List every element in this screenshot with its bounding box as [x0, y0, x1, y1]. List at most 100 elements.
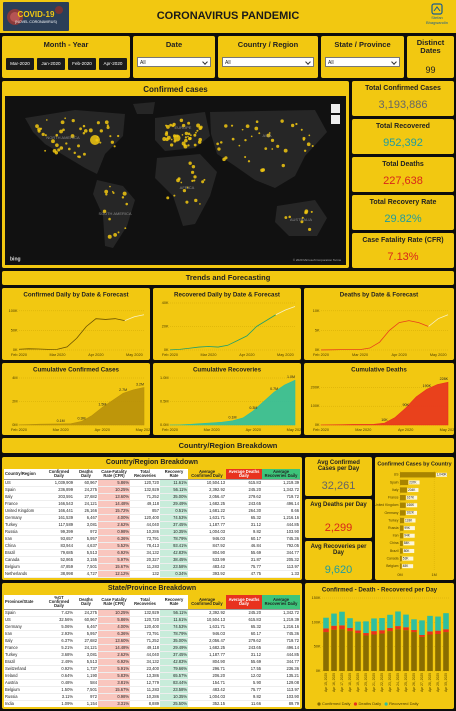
month-button[interactable]: Jan-2020 [37, 58, 65, 70]
table-cell: 99,399 [44, 528, 74, 536]
category-label: Germany [385, 511, 399, 515]
bar-segment [443, 629, 449, 633]
map-dot [198, 126, 202, 131]
table-cell: 804.90 [188, 549, 226, 557]
table-cell: 10.35% [160, 693, 188, 702]
table-cell: 1,342.72 [262, 486, 300, 494]
map-dot [191, 164, 196, 169]
bar-segment [411, 619, 417, 631]
kpi-label: Total Confirmed Cases [365, 85, 441, 92]
avg-card: Avg Recoveries per Day 9,620 [305, 541, 372, 580]
map-dot [121, 196, 125, 199]
map-dot [199, 203, 201, 205]
table-cell: 972 [74, 528, 98, 536]
category-label: United Kingdom [375, 503, 399, 507]
y-tick-label: 100K [311, 404, 320, 408]
data-table: Country/Region Confirmed Daily Deaths Dail… [4, 469, 300, 578]
y-tick-label: 1.0M [160, 376, 168, 380]
map-dot [64, 117, 67, 120]
dropdown[interactable]: All [222, 57, 314, 67]
map-dot [55, 133, 59, 137]
map-dot [201, 180, 205, 184]
table-cell: 245.20 [226, 486, 262, 494]
dropdown[interactable]: All [137, 57, 211, 67]
table-cell: France [4, 644, 44, 653]
badge-subtitle: (NOVEL CORONAVIRUS) [15, 20, 57, 24]
map-dot [197, 140, 202, 144]
zoom-in[interactable] [331, 104, 340, 113]
map-dot [184, 138, 188, 143]
zoom-out[interactable] [331, 115, 340, 124]
table-cell: 31.87 [226, 556, 262, 564]
table-cell: 34,132 [130, 549, 160, 557]
table-row: Ireland 0.64% 1,190 5.83% 13,386 65.57% 206.20… [4, 672, 300, 681]
table-row: Turkey 3.68% 3,081 2.62% 44,040 37.45% 1,187.7… [4, 651, 300, 660]
map-dot [288, 215, 291, 219]
bar-segment [363, 635, 369, 671]
table-cell: 205.32 [262, 556, 300, 564]
table-cell: 279.62 [226, 493, 262, 501]
chart: Cumulative Confirmed Cases 0M 2M 4M Feb 2020… [11, 367, 150, 432]
table-cell: 483.42 [188, 563, 226, 571]
table-cell: 24,121 [74, 644, 98, 653]
x-tick-label: Feb 2020 [313, 428, 329, 432]
table-cell: 13.60% [98, 637, 130, 646]
dropdown[interactable]: All [325, 57, 400, 67]
table-cell: 3.11% [44, 693, 74, 702]
table-cell: 1,039,909 [44, 479, 74, 487]
month-button[interactable]: Feb-2020 [68, 58, 96, 70]
map-dot [77, 155, 80, 158]
logo-bottom: Bhagwandin [425, 20, 449, 25]
table-cell: Total [4, 576, 44, 578]
map-dot [113, 145, 116, 148]
table-row: France 5.21% 24,121 14.48% 49,118 29.49% 1,682… [4, 644, 300, 653]
data-label: 204K [408, 488, 416, 492]
table-cell: 847.92 [188, 542, 226, 550]
bar-segment [363, 633, 369, 636]
dropdown-value: All [328, 60, 334, 66]
month-button[interactable]: Apr-2020 [99, 58, 127, 70]
map-dot [102, 209, 107, 214]
x-tick-label: Mar 2020 [49, 353, 65, 357]
map-dot [88, 128, 93, 133]
map-dot [187, 132, 191, 136]
table-cell: 6.36% [98, 535, 130, 543]
table-cell: 1,737 [74, 665, 98, 674]
table-row: France 166,543 24,121 14.48% 49,118 29.49% 1,6… [4, 500, 300, 508]
table-cell: 38.45% [160, 556, 188, 564]
data-label-bg [406, 495, 418, 500]
map-dot [105, 193, 108, 196]
map-dot [35, 124, 39, 129]
kpi-card: Total Recovered 952,392 [352, 119, 454, 154]
column-header: Average Recoveries Daily [262, 595, 300, 611]
table-cell: Belgium [4, 563, 44, 571]
table-cell: Brazil [4, 549, 44, 557]
map-dot [166, 135, 171, 140]
bar-segment [363, 621, 369, 634]
map-dot [308, 227, 312, 232]
table-cell: 132,929 [130, 486, 160, 494]
table-cell: 56.11% [160, 486, 188, 494]
month-button[interactable]: Mar-2020 [6, 58, 34, 70]
table-cell: 952,392 [130, 576, 160, 578]
badge-title: COVID-19 [17, 10, 55, 19]
section-band: Trends and Forecasting [2, 271, 454, 285]
map-dot [173, 194, 176, 197]
map-dot [162, 137, 167, 141]
table-cell: 1,004.03 [188, 693, 226, 702]
table-cell: 7,501 [74, 563, 98, 571]
data-label-bg [402, 556, 414, 561]
y-tick-label: 0K [13, 348, 18, 352]
table-cell: 135.21 [262, 672, 300, 681]
bar-segment [371, 618, 377, 632]
map-dot [109, 185, 111, 188]
table-cell: 10,504.13 [188, 616, 226, 625]
avg-value: 2,299 [324, 522, 353, 534]
table-cell: Austria [4, 679, 44, 688]
table-cell: Italy [4, 493, 44, 501]
category-label: China [390, 541, 399, 545]
x-tick-label: Apr 16, 2020 [332, 673, 336, 692]
header: COVID-19 (NOVEL CORONAVIRUS) CORONAVIRUS… [0, 0, 456, 33]
bar-segment [371, 634, 377, 671]
map-dot [245, 124, 250, 129]
